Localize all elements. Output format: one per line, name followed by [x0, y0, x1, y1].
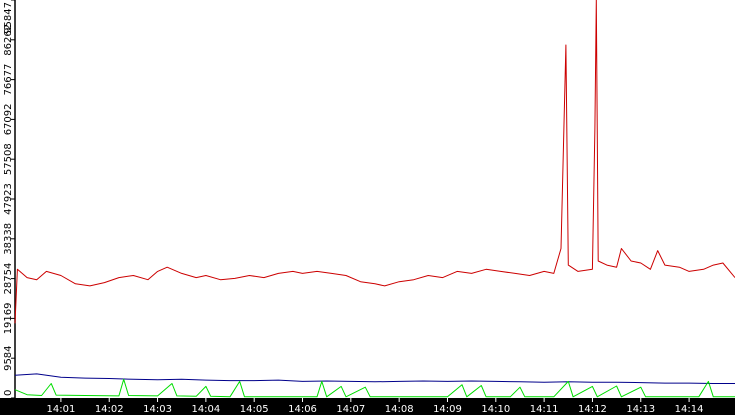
y-axis-ticks: 0 9584 19169 28754 38338 47923 57508 67092 76677… — [3, 0, 15, 399]
y-tick-label: 86262 — [3, 24, 14, 56]
y-tick-label: 95847 — [3, 2, 14, 34]
x-tick-label: 14:04 — [191, 404, 220, 415]
x-tick-label: 14:13 — [626, 404, 655, 415]
y-tick-label: 57508 — [3, 143, 14, 175]
y-tick-label: 0 — [3, 390, 14, 396]
series-line-0 — [14, 0, 735, 324]
x-tick-label: 14:12 — [578, 404, 607, 415]
x-tick-label: 14:10 — [481, 404, 510, 415]
series-layer — [14, 0, 735, 398]
x-tick-label: 14:14 — [675, 404, 704, 415]
y-tick-label: 38338 — [3, 223, 14, 255]
y-tick-label: 67092 — [3, 103, 14, 135]
y-tick-label: 47923 — [3, 183, 14, 215]
series-line-1 — [14, 373, 735, 384]
x-tick-label: 14:07 — [336, 404, 365, 415]
x-tick-label: 14:08 — [385, 404, 414, 415]
x-tick-label: 14:02 — [95, 404, 124, 415]
y-tick-label: 76677 — [3, 64, 14, 96]
x-tick-label: 14:11 — [530, 404, 559, 415]
x-tick-label: 14:09 — [433, 404, 462, 415]
x-tick-label: 14:06 — [288, 404, 317, 415]
y-tick-label: 19169 — [3, 302, 14, 334]
y-tick-label: 9584 — [3, 345, 14, 370]
x-axis-band — [0, 398, 735, 415]
x-tick-label: 14:03 — [143, 404, 172, 415]
x-axis-ticks: 14:01 14:02 14:03 14:04 14:05 14:06 14:07 14:08… — [46, 398, 704, 415]
x-tick-label: 14:01 — [46, 404, 75, 415]
x-tick-label: 14:05 — [240, 404, 269, 415]
series-line-2 — [14, 378, 735, 398]
y-tick-label: 28754 — [3, 263, 14, 295]
